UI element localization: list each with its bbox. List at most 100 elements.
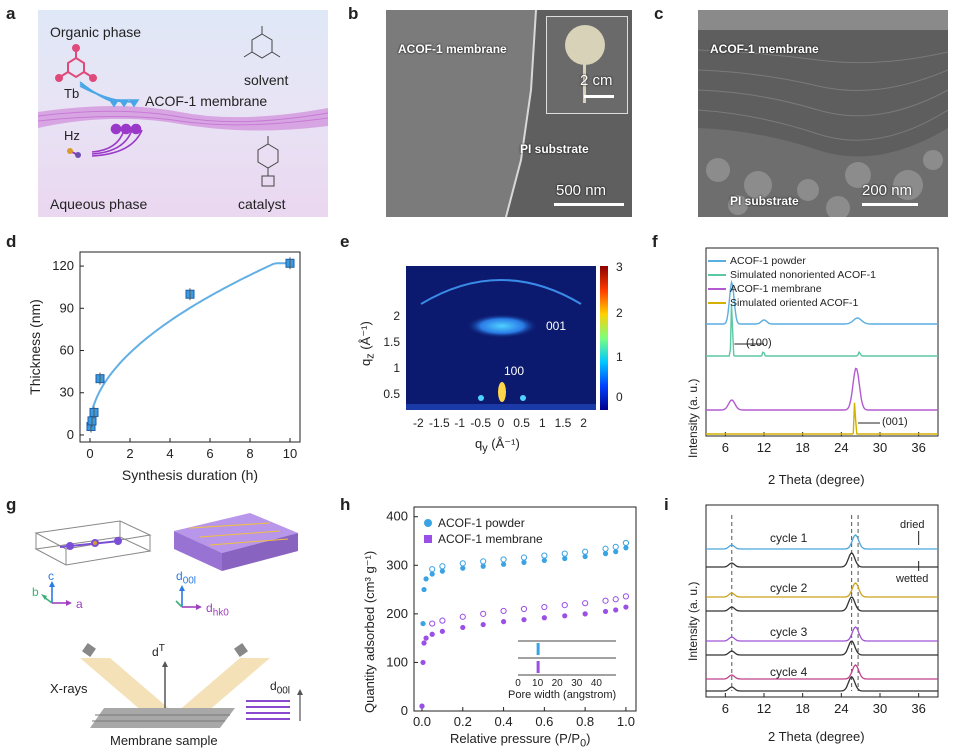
colorbar-tick-0: 0 <box>616 390 623 404</box>
desorption-point <box>602 597 609 604</box>
annotation-001: (001) <box>882 416 908 428</box>
adsorption-point <box>429 631 435 637</box>
desorption-point <box>480 610 487 617</box>
desorption-point <box>541 603 548 611</box>
axis-b-label: b <box>32 585 39 599</box>
e-xtick-label: 1.5 <box>554 416 572 430</box>
fit-curve <box>89 262 290 427</box>
y-tick-label: 0 <box>401 703 408 718</box>
adsorption-point <box>562 555 568 562</box>
adsorption-point <box>613 549 619 555</box>
e-xlabel: qy (Å⁻¹) <box>475 436 520 455</box>
panel-i: i 6 12 18 24 30 36 cycle 1 cycle 2 cycle 3 cy… <box>650 493 957 753</box>
adsorption-point <box>420 659 426 666</box>
desorption-point <box>439 563 446 570</box>
legend-f-item-0: ACOF-1 powder <box>708 254 876 268</box>
adsorption-point <box>521 559 527 565</box>
y-tick-label: 0 <box>67 427 74 442</box>
colorbar <box>600 266 608 410</box>
panel-label-d: d <box>6 232 17 251</box>
scale-bar-b <box>554 203 624 206</box>
d00l-label: d00l <box>176 569 197 587</box>
x-tick-label: 18 <box>795 701 809 716</box>
cycle-1-label: cycle 1 <box>770 531 808 545</box>
adsorption-point <box>602 551 609 557</box>
e-xtick-label: -2 <box>413 416 424 430</box>
aqueous-phase-label: Aqueous phase <box>50 196 148 212</box>
desorption-point <box>541 552 548 559</box>
membrane-label: ACOF-1 membrane <box>145 93 268 109</box>
y-tick-label: 120 <box>52 258 74 273</box>
solvent-label: solvent <box>244 72 289 88</box>
x-tick-label: 1.0 <box>617 714 635 729</box>
colorbar-tick-1: 1 <box>616 350 623 364</box>
colorbar-tick-3: 3 <box>616 260 623 274</box>
e-xtick-label: 2 <box>580 416 587 430</box>
tb-label: Tb <box>64 86 80 101</box>
d00l-right-label: d00l <box>270 679 291 697</box>
desorption-point <box>439 617 446 624</box>
schematic-interfacial-synthesis <box>37 10 329 217</box>
axis-a-label: a <box>76 597 83 611</box>
panel-f: f 6 12 18 24 30 36 ACOF-1 powder Simulated no… <box>650 228 957 493</box>
panel-d: d 0 2 4 6 8 10 0 30 60 90 120 Synthesis duration (h… <box>0 228 320 493</box>
desorption-point <box>459 560 466 567</box>
desorption-point <box>561 602 568 609</box>
x-tick-label: 6 <box>722 440 729 455</box>
plot-frame <box>705 504 939 698</box>
sem-image-cross-section <box>698 10 948 217</box>
inset-bar-membrane <box>536 661 540 673</box>
cycle-3-dried-curve <box>706 626 938 642</box>
x-tick-label: 18 <box>795 440 809 455</box>
x-tick-label: 4 <box>166 446 173 461</box>
adsorption-point <box>623 604 629 610</box>
colorbar-tick-2: 2 <box>616 306 623 320</box>
adsorption-point <box>500 561 507 567</box>
tb-molecule-icon <box>55 44 97 82</box>
desorption-point <box>612 543 619 550</box>
panel-g: g <box>0 493 320 753</box>
scale-label-b: 500 nm <box>556 182 607 199</box>
adsorption-point <box>419 703 425 709</box>
y-tick-label: 200 <box>386 606 408 621</box>
desorption-point <box>520 554 528 561</box>
panel-label-h: h <box>340 495 351 514</box>
inset-scale-bar <box>584 95 614 98</box>
legend-h-item-0: ACOF-1 powder <box>424 515 543 531</box>
panel-label-b: b <box>348 4 359 23</box>
e-ylabel: qz (Å⁻¹) <box>358 321 377 366</box>
catalyst-molecule-icon <box>257 136 279 187</box>
cycle-4-label: cycle 4 <box>770 665 808 679</box>
desorption-point <box>622 593 630 600</box>
desorption-point <box>459 613 466 620</box>
x-tick-label: 30 <box>873 440 887 455</box>
cycle-4-wetted-curve <box>706 676 938 692</box>
dT-label: dT <box>152 643 165 659</box>
x-tick-label: 10 <box>283 446 297 461</box>
inset-tick-label: 20 <box>552 678 564 689</box>
x-tick-label: 0.0 <box>413 714 431 729</box>
x-tick-label: 12 <box>757 440 771 455</box>
desorption-point <box>429 566 436 573</box>
isotherm-chart: 0.0 0.2 0.4 0.6 0.8 1.0 0 100 200 300 400 0 10 20 30 40 <box>386 506 637 729</box>
panel-a: a <box>0 0 340 225</box>
adsorption-point <box>460 565 466 571</box>
y-tick-label: 60 <box>60 343 74 358</box>
adsorption-point <box>439 628 445 634</box>
legend-f-item-3: Simulated oriented ACOF-1 <box>708 296 876 310</box>
adsorption-point <box>423 635 429 641</box>
adsorption-point <box>602 608 609 615</box>
adsorption-point <box>623 545 629 551</box>
adsorption-point <box>421 586 427 593</box>
e-ytick-label: 2 <box>393 309 400 324</box>
scale-label-c: 200 nm <box>862 182 913 199</box>
adsorption-point <box>460 624 466 631</box>
adsorption-point <box>541 557 547 564</box>
x-tick-label: 36 <box>911 440 925 455</box>
legend-f-item-1: Simulated nonoriented ACOF-1 <box>708 268 876 282</box>
panel-h: h 0.0 0.2 0.4 0.6 0.8 1.0 0 100 200 300 400 0 10 20 30… <box>340 493 650 753</box>
adsorption-point <box>429 571 435 577</box>
e-xtick-label: 0.5 <box>513 416 530 430</box>
adsorption-point <box>521 617 527 623</box>
desorption-point <box>622 539 630 547</box>
